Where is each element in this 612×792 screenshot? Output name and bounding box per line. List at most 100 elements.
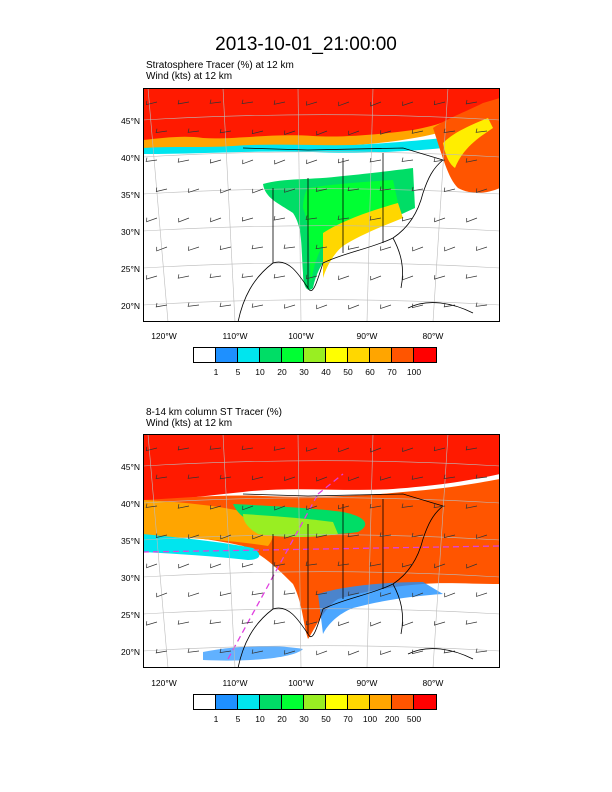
panel2-lon-label: 120°W	[151, 678, 177, 688]
wind-barb	[411, 475, 424, 480]
wind-barb	[434, 563, 446, 569]
wind-barb	[219, 302, 232, 308]
wind-barb	[283, 590, 296, 595]
wind-barb	[348, 304, 360, 310]
wind-barb	[209, 99, 222, 104]
wind-barb	[465, 274, 478, 279]
wind-barb	[443, 302, 456, 308]
panel2-subtitle: Wind (kts) at 12 km	[146, 418, 233, 429]
wind-barb	[273, 273, 286, 279]
wind-barb	[209, 505, 222, 510]
wind-barb	[210, 217, 222, 223]
wind-barb	[241, 273, 254, 278]
panel2-map-svg	[143, 434, 500, 668]
panel2-graticule	[143, 434, 500, 668]
wind-barb	[379, 532, 392, 537]
wind-barb	[465, 445, 478, 451]
colorbar-tick-label: 50	[321, 714, 331, 724]
colorbar-swatch	[216, 695, 238, 709]
panel1-subtitle: Wind (kts) at 12 km	[146, 71, 233, 82]
wind-barb	[338, 504, 350, 510]
colorbar-swatch	[260, 695, 282, 709]
wind-barb	[187, 474, 200, 479]
wind-barb	[369, 157, 382, 163]
wind-barb	[155, 302, 168, 308]
wind-barb	[465, 620, 478, 625]
wind-barb	[155, 533, 168, 538]
wind-barb	[251, 475, 264, 481]
wind-barb	[156, 592, 168, 598]
wind-barb	[315, 533, 328, 538]
wind-barb	[177, 445, 190, 451]
panel1-lon-label: 80°W	[422, 331, 444, 341]
wind-barb	[402, 101, 414, 106]
wind-barb	[305, 561, 318, 566]
colorbar-swatch	[238, 695, 260, 709]
wind-barb	[209, 619, 222, 625]
wind-barb	[315, 187, 328, 192]
wind-barb	[411, 532, 424, 538]
wind-barb	[476, 534, 488, 539]
wind-barb	[273, 216, 286, 221]
tracer-high-region	[143, 434, 500, 502]
wind-barb	[177, 620, 190, 625]
panel2-lon-label: 110°W	[222, 678, 248, 688]
wind-barb	[476, 592, 488, 597]
wind-barb	[444, 246, 456, 252]
wind-barb	[187, 128, 200, 133]
wind-barb	[316, 650, 328, 656]
panel1-graticule	[143, 88, 500, 322]
wind-barb	[209, 445, 222, 450]
wind-barb	[177, 504, 190, 509]
wind-barb	[219, 591, 232, 597]
colorbar-tick-label: 10	[255, 714, 265, 724]
wind-barb	[284, 304, 296, 309]
wind-barb	[412, 592, 424, 598]
wind-barb	[337, 215, 350, 220]
wind-barb	[209, 273, 222, 279]
panel2-lon-label: 80°W	[422, 678, 444, 688]
panel1-title: Stratosphere Tracer (%) at 12 km	[146, 60, 294, 71]
colorbar-swatch	[348, 348, 370, 362]
wind-barb	[305, 215, 318, 220]
wind-barb	[348, 476, 360, 482]
wind-barb	[284, 534, 296, 539]
wind-barb	[306, 101, 318, 106]
wind-barb	[155, 648, 168, 654]
wind-barb	[337, 561, 350, 566]
panel1-colorbar	[193, 347, 437, 363]
wind-barb	[187, 302, 200, 307]
colorbar-swatch	[304, 348, 326, 362]
wind-barb	[145, 446, 158, 452]
wind-barb	[370, 101, 382, 107]
wind-barb	[187, 648, 200, 653]
colorbar-swatch	[194, 348, 216, 362]
wind-barb	[241, 619, 254, 624]
wind-barb	[251, 303, 264, 308]
panel2-lon-label: 90°W	[356, 678, 378, 688]
colorbar-swatch	[238, 348, 260, 362]
colorbar-swatch	[282, 348, 304, 362]
wind-barb	[251, 244, 264, 250]
wind-barb	[338, 447, 350, 453]
panel2-lat-label: 45°N	[121, 462, 140, 472]
wind-barb	[220, 534, 232, 540]
wind-barb	[219, 648, 232, 654]
wind-barb	[411, 649, 424, 655]
wind-barb	[274, 505, 286, 511]
wind-barb	[209, 159, 222, 164]
wind-barb	[284, 476, 296, 481]
panel1-lat-label: 20°N	[121, 301, 140, 311]
colorbar-swatch	[194, 695, 216, 709]
panel2-lat-label: 40°N	[121, 499, 140, 509]
panel1-lat-label: 30°N	[121, 227, 140, 237]
panel1-lat-label: 45°N	[121, 116, 140, 126]
wind-barb	[177, 158, 190, 163]
wind-barb	[380, 304, 392, 309]
colorbar-tick-label: 10	[255, 367, 265, 377]
panel2-lon-label: 100°W	[288, 678, 314, 688]
panel1-lat-label: 25°N	[121, 264, 140, 274]
wind-barb	[465, 158, 478, 163]
colorbar-swatch	[326, 348, 348, 362]
panel1-map	[143, 88, 500, 322]
